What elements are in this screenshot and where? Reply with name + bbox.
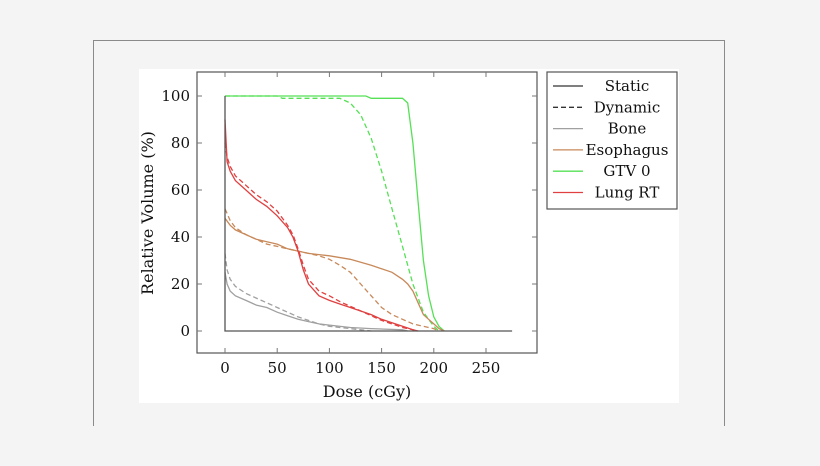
y-tick-label: 20 xyxy=(171,275,190,293)
x-tick-label: 50 xyxy=(268,359,287,377)
series-line xyxy=(224,96,513,332)
series-line xyxy=(224,253,372,332)
legend-label: Bone xyxy=(608,120,647,138)
series-line xyxy=(224,142,419,332)
series-line xyxy=(225,95,445,332)
series-line xyxy=(224,272,408,332)
ticks-layer: 0 50 100 150 200 250 0 20 40 60 80 100 xyxy=(161,72,537,377)
legend-label: Dynamic xyxy=(594,98,661,116)
y-tick-label: 0 xyxy=(180,322,190,340)
x-axis-label: Dose (cGy) xyxy=(323,382,412,401)
series-line xyxy=(224,208,440,332)
outer-frame xyxy=(93,40,725,426)
legend-label: Static xyxy=(605,77,649,95)
y-tick-label: 60 xyxy=(171,181,190,199)
x-tick-label: 0 xyxy=(220,359,230,377)
y-tick-label: 80 xyxy=(171,134,190,152)
x-tick-label: 150 xyxy=(367,359,396,377)
series-layer xyxy=(224,95,513,332)
series-line xyxy=(224,217,445,332)
x-tick-label: 200 xyxy=(419,359,448,377)
legend-label: Esophagus xyxy=(586,141,669,159)
y-axis-label: Relative Volume (%) xyxy=(138,131,157,295)
series-line xyxy=(225,95,440,332)
legend: Static Dynamic Bone Esophagus GTV 0 Lung RT xyxy=(546,71,678,210)
axes-box xyxy=(196,71,538,354)
legend-label: Lung RT xyxy=(595,184,660,202)
series-line xyxy=(224,119,419,332)
x-tick-label: 250 xyxy=(472,359,501,377)
x-tick-label: 100 xyxy=(315,359,344,377)
y-tick-label: 100 xyxy=(161,87,190,105)
legend-box xyxy=(546,71,678,210)
legend-label: GTV 0 xyxy=(603,162,650,180)
y-tick-label: 40 xyxy=(171,228,190,246)
